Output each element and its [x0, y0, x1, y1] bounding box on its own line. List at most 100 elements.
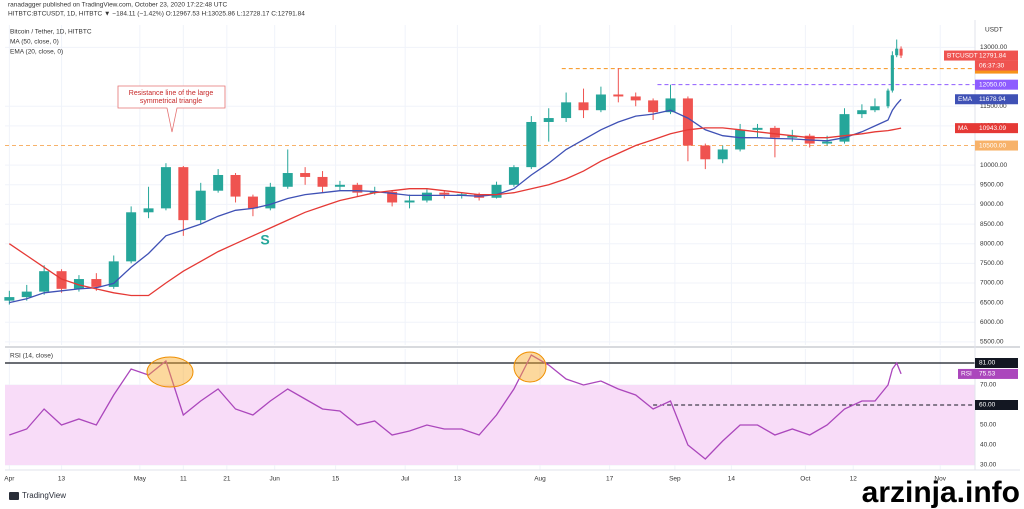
candle-body: [195, 190, 206, 221]
y-tick-label: 8500.00: [980, 221, 1004, 228]
level-tag: [975, 79, 1018, 90]
annotation: Resistance line of the large symmetrical…: [117, 85, 226, 133]
x-tick-label: 13: [58, 476, 66, 483]
y-tick-label: 11500.00: [980, 103, 1007, 110]
y-tick-label: 40.00: [980, 442, 997, 449]
candle-body: [870, 106, 880, 111]
publisher-line: ranadagger published on TradingView.com,…: [8, 2, 228, 9]
y-tick-label: 6500.00: [980, 299, 1004, 306]
candle-body: [160, 167, 171, 209]
currency-label: USDT: [985, 27, 1003, 34]
series-tag: [955, 94, 1018, 105]
level-tag-text: 81.00: [979, 360, 996, 367]
x-tick-label: 21: [223, 476, 231, 483]
level-tag-text: 60.00: [979, 402, 996, 409]
x-tick-label: 12: [850, 476, 858, 483]
series-tag-name: MA: [958, 125, 968, 132]
candle-body: [899, 48, 903, 56]
candle-body: [73, 279, 84, 289]
candle-body: [56, 271, 67, 289]
x-tick-label: Oct: [800, 476, 810, 483]
candle-body: [717, 149, 728, 160]
countdown-text: 06:37:30: [979, 62, 1005, 69]
chart-title: Bitcoin / Tether, 1D, HITBTC: [10, 29, 92, 36]
candle-body: [317, 176, 328, 187]
ema-legend: EMA (20, close, 0): [10, 49, 63, 56]
callout-box: [117, 85, 226, 133]
y-tick-label: 8000.00: [980, 240, 1004, 247]
candle-body: [613, 94, 624, 97]
price-tag: [944, 50, 1018, 61]
symbol-line: HITBTC:BTCUSDT, 1D, HITBTC ▼ −184.11 (−1…: [8, 11, 305, 18]
logo-text: TradingView: [22, 491, 66, 500]
series-tag-value: 10943.09: [979, 125, 1006, 132]
highlight-circle: [146, 356, 194, 388]
candle-body: [126, 212, 137, 262]
candle-body: [213, 174, 224, 191]
x-tick-label: Nov: [934, 476, 946, 483]
candle-body: [526, 121, 537, 168]
x-tick-label: 15: [332, 476, 340, 483]
candle-body: [4, 297, 15, 301]
price-tag-symbol: BTCUSDT: [947, 52, 978, 59]
candle-body: [39, 271, 50, 292]
series-line: [8, 127, 902, 297]
support-label: S: [260, 232, 269, 248]
candle-body: [178, 167, 189, 221]
candle-body: [752, 127, 763, 130]
rsi-band: [5, 385, 975, 465]
series-tag-name: EMA: [958, 96, 973, 103]
x-tick-label: Jul: [401, 476, 410, 483]
candle-body: [508, 167, 519, 185]
series-tag-value: 75.53: [979, 371, 996, 378]
y-tick-label: 7000.00: [980, 280, 1004, 287]
x-tick-label: Apr: [4, 476, 15, 483]
x-tick-label: May: [134, 476, 147, 483]
x-tick-label: 17: [606, 476, 614, 483]
candle-body: [421, 192, 432, 201]
y-tick-label: 30.00: [980, 462, 997, 469]
candle-body: [491, 184, 502, 198]
x-tick-label: 14: [728, 476, 736, 483]
level-tag: [975, 140, 1018, 151]
candle-body: [265, 186, 276, 209]
candle-body: [665, 98, 676, 113]
footer-logo: TradingView: [9, 491, 66, 500]
candle-body: [247, 196, 258, 209]
candle-body: [857, 110, 867, 115]
level-tag: [975, 400, 1018, 410]
candle-body: [839, 114, 850, 142]
candle-body: [886, 90, 890, 107]
candle-body: [108, 261, 119, 287]
y-tick-label: 70.00: [980, 382, 997, 389]
candle-body: [21, 291, 32, 298]
candle-body: [648, 100, 659, 113]
candle-body: [561, 102, 572, 119]
candle-body: [595, 94, 606, 111]
y-tick-label: 7500.00: [980, 260, 1004, 267]
price-tag-value: 12791.84: [979, 52, 1006, 59]
level-tag-text: 12050.00: [979, 81, 1006, 88]
x-tick-label: Sep: [669, 476, 681, 483]
series-tag-value: 11678.94: [979, 96, 1006, 103]
watermark: arzinja.info: [862, 476, 1020, 509]
x-tick-label: Aug: [534, 476, 546, 483]
level-tag-text: 10500.00: [979, 142, 1006, 149]
candle-body: [91, 279, 102, 287]
candle-body: [822, 141, 833, 144]
candle-body: [352, 184, 363, 193]
logo-icon: [9, 492, 19, 500]
candle-body: [282, 173, 293, 187]
candle-body: [700, 145, 711, 160]
series-line: [9, 354, 902, 460]
candle-body: [630, 96, 641, 101]
candle-body: [735, 129, 746, 150]
y-tick-label: 50.00: [980, 422, 997, 429]
series-tag-name: RSI: [961, 371, 972, 378]
candle-body: [143, 208, 154, 213]
candle-body: [682, 98, 693, 146]
series-tag: [955, 123, 1018, 134]
candle-body: [787, 135, 798, 138]
x-tick-label: 11: [180, 476, 187, 483]
